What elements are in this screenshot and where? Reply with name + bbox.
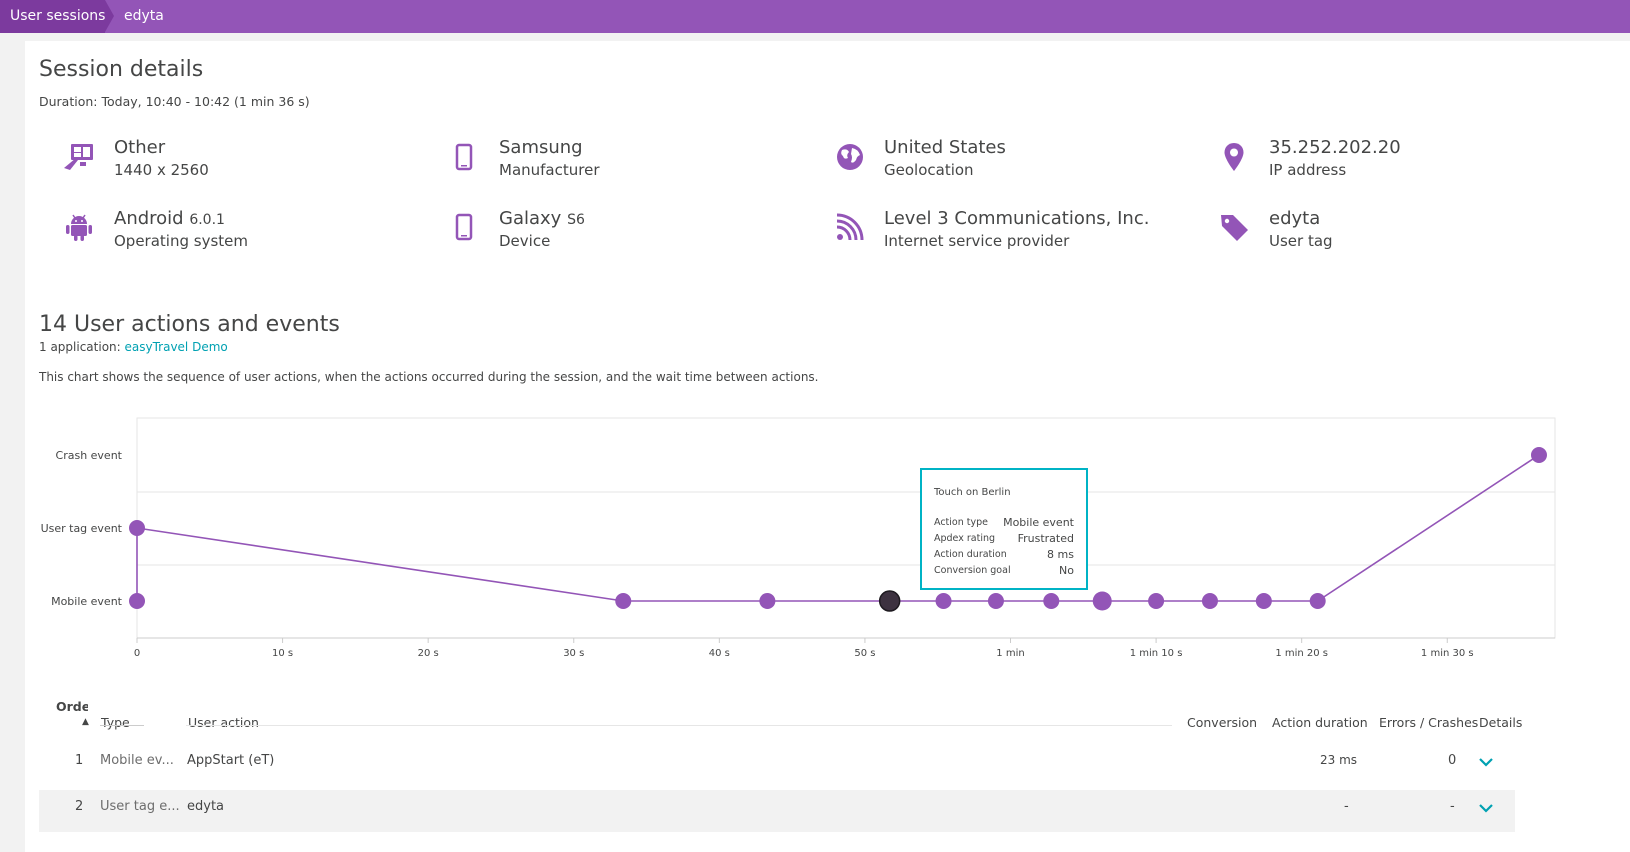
tooltip-value: Frustrated [1017,532,1074,545]
tooltip-key: Apdex rating [934,533,996,544]
sort-asc-icon[interactable]: ▲ [82,717,89,727]
row-action-duration: 23 ms [1320,753,1358,767]
resolution-label: 1440 x 2560 [114,161,209,179]
row-type: User tag e... [100,799,180,814]
row-type: Mobile ev... [100,753,174,768]
column-header-errors-crashes[interactable]: Errors / Crashes [1379,715,1479,730]
globe-icon [837,144,863,170]
tooltip-value: Mobile event [1003,516,1074,529]
column-header-user-action[interactable]: User action [188,715,259,730]
device-value: Galaxy S6 [499,208,585,229]
header-divider [100,725,144,726]
tag-icon [1221,215,1248,241]
row-user-action[interactable]: AppStart (eT) [187,753,275,768]
isp-value: Level 3 Communications, Inc. [884,208,1150,229]
device-name: Galaxy [499,208,562,229]
location-pin-icon [1224,143,1244,171]
tooltip-row: Action type Mobile event [934,516,1074,531]
mobile-device-icon [455,143,473,171]
tooltip-key: Action type [934,517,988,528]
tooltip-row: Conversion goal No [934,564,1074,579]
breadcrumb-edyta[interactable]: edyta [124,8,164,24]
chart-description: This chart shows the sequence of user ac… [39,370,819,384]
ip-address-label: IP address [1269,161,1347,179]
manufacturer-value: Samsung [499,137,583,158]
mobile-device-icon [455,213,473,241]
os-value: Android 6.0.1 [114,208,225,229]
geolocation-label: Geolocation [884,161,974,179]
tooltip-value: 8 ms [1047,548,1074,561]
expand-chevron-down-icon[interactable] [1478,803,1494,813]
row-order: 1 [75,753,84,768]
action-tooltip: Touch on Berlin Action type Mobile event … [920,468,1088,590]
tooltip-row: Action duration 8 ms [934,548,1074,563]
tooltip-value: No [1059,564,1074,577]
column-header-details: Details [1479,715,1523,730]
row-errors: - [1450,799,1455,814]
row-order: 2 [75,799,84,814]
header-divider [186,725,1172,726]
column-header-type[interactable]: Type [101,715,130,730]
device-model: S6 [567,212,585,228]
display-resolution-icon [64,144,93,170]
session-duration: Duration: Today, 10:40 - 10:42 (1 min 36… [39,94,310,109]
top-breadcrumb-bar: User sessions edyta [0,0,1630,33]
session-panel [25,41,1630,852]
page-title: Session details [39,57,204,82]
user-tag-value: edyta [1269,208,1321,229]
manufacturer-label: Manufacturer [499,161,600,179]
os-label: Operating system [114,232,248,250]
user-tag-label: User tag [1269,232,1333,250]
resolution-value: Other [114,137,166,158]
table-row-stripe [39,790,1515,832]
tooltip-key: Conversion goal [934,565,1011,576]
device-label: Device [499,232,551,250]
tooltip-row: Apdex rating Frustrated [934,532,1074,547]
column-header-action-duration[interactable]: Action duration [1272,715,1368,730]
row-errors: 0 [1448,753,1457,768]
os-name: Android [114,208,184,229]
isp-label: Internet service provider [884,232,1070,250]
breadcrumb-user-sessions[interactable]: User sessions [0,0,114,33]
actions-title: 14 User actions and events [39,312,340,337]
application-line: 1 application: easyTravel Demo [39,340,228,354]
geolocation-value: United States [884,137,1006,158]
tooltip-title: Touch on Berlin [934,487,1011,498]
application-link[interactable]: easyTravel Demo [124,340,228,354]
application-prefix: 1 application: [39,340,125,354]
network-signal-icon [836,213,864,241]
android-icon [66,214,92,241]
expand-chevron-down-icon[interactable] [1478,757,1494,767]
column-header-conversion[interactable]: Conversion [1187,715,1258,730]
ip-address-value: 35.252.202.20 [1269,137,1401,158]
row-action-duration: - [1344,799,1349,814]
column-header-order[interactable]: Order [56,699,88,714]
tooltip-key: Action duration [934,549,1007,560]
row-user-action[interactable]: edyta [187,799,225,814]
os-version: 6.0.1 [189,212,225,228]
